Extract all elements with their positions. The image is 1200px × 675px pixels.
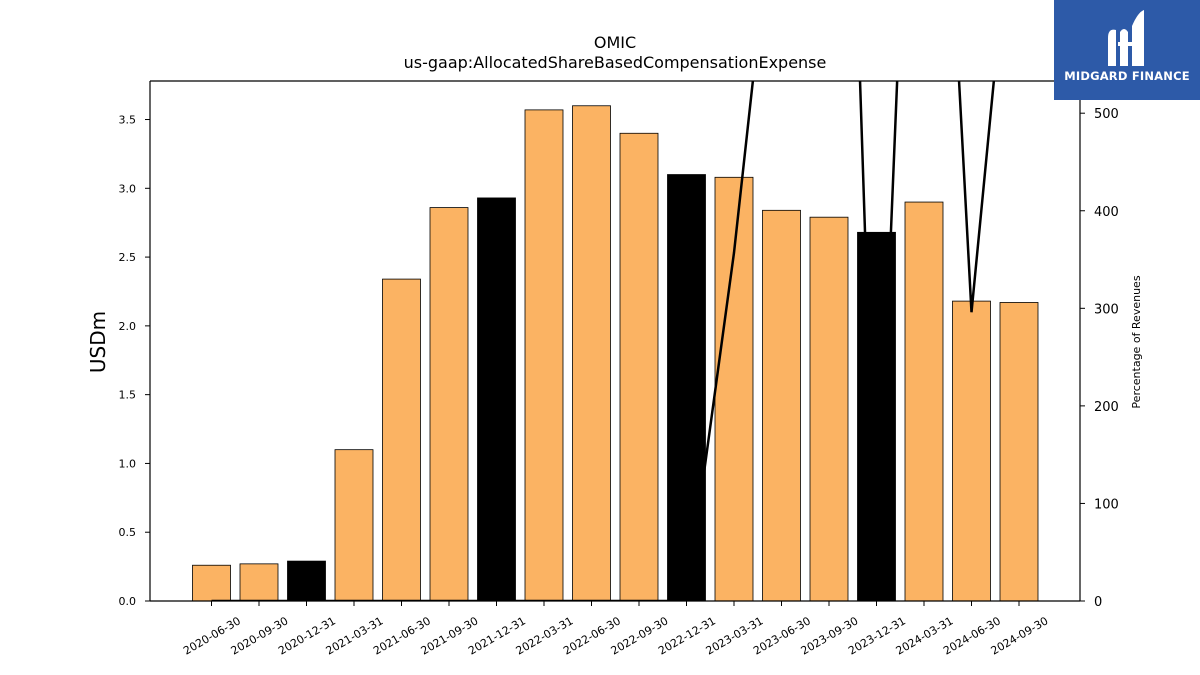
y-tick-label: 1.0 [119,457,137,470]
bar-2022-03-31 [524,109,564,602]
y-tick-label-right: 200 [1094,400,1119,415]
brand-logo: MIDGARD FINANCE [1054,0,1200,100]
bar-2020-12-31 [287,560,326,602]
y-tick-label-right: 300 [1094,302,1119,317]
bar-2021-09-30 [429,207,469,602]
bar-2020-09-30 [239,563,279,602]
y-tick-label-right: 500 [1094,107,1119,122]
bar-2022-12-31 [667,174,706,602]
y-tick-label-right: 0 [1094,595,1102,610]
bar-2024-06-30 [952,300,991,602]
bar-2022-09-30 [619,132,659,602]
y-tick-label-right: 100 [1094,497,1119,512]
bar-2023-03-31 [714,176,754,602]
y-ticks-right: 0 100 200 300 400 500 [1080,107,1119,610]
y-tick-label: 3.0 [119,182,137,195]
x-ticks: 2020-06-302020-09-302020-12-312021-03-31… [181,601,1051,658]
bar-2021-12-31 [477,197,516,602]
bar-2021-03-31 [334,449,374,602]
bar-2021-06-30 [382,278,421,602]
logo-mark-icon [1108,10,1144,66]
chart-subtitle: us-gaap:AllocatedShareBasedCompensationE… [404,53,827,72]
axes-group [149,80,1081,602]
bar-2023-09-30 [809,216,849,602]
bar-2024-03-31 [904,201,944,602]
y-tick-label: 2.0 [119,320,137,333]
y-tick-label: 1.5 [119,389,137,402]
y-tick-label: 0.5 [119,526,137,539]
y-tick-label-right: 400 [1094,205,1119,220]
line-group [211,81,996,601]
bar-2020-06-30 [192,564,231,602]
revenue-percentage-line [211,81,996,601]
bar-2024-09-30 [999,302,1039,602]
bars-group [192,105,1039,602]
y-tick-label: 3.5 [119,114,137,127]
y-axis-label: USDm [86,311,110,373]
logo-text: MIDGARD FINANCE [1064,69,1190,83]
chart-title: OMIC [594,33,636,52]
y-tick-label: 0.0 [119,595,137,608]
y-tick-label: 2.5 [119,251,137,264]
y-ticks-left: 0.0 0.5 1.0 1.5 2.0 2.5 3.0 3.5 [119,114,150,608]
y-axis-label-right: Percentage of Revenues [1130,275,1143,408]
bar-2023-06-30 [762,209,801,602]
bar-2022-06-30 [572,105,611,602]
